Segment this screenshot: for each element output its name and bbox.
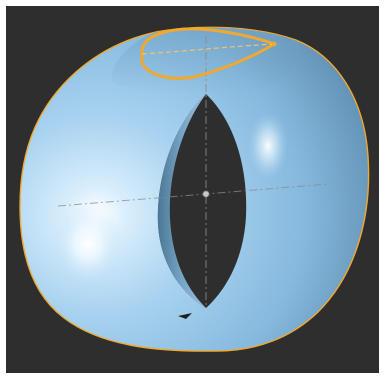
horizontal-axis-line [57,183,329,207]
ring-inner-opening [157,94,247,308]
profile-vertex-handle[interactable] [271,41,277,47]
viewport-canvas[interactable] [6,6,379,373]
right-specular-highlight [248,112,288,180]
left-specular-highlight [54,204,122,284]
3d-viewport[interactable] [6,6,379,373]
mesh-seam-artifact [178,313,192,319]
pivot-point-icon[interactable] [202,190,210,198]
ring-inner-wall [157,94,206,308]
selected-profile-inner-edge [141,43,275,55]
ring-top-shade [111,27,301,96]
